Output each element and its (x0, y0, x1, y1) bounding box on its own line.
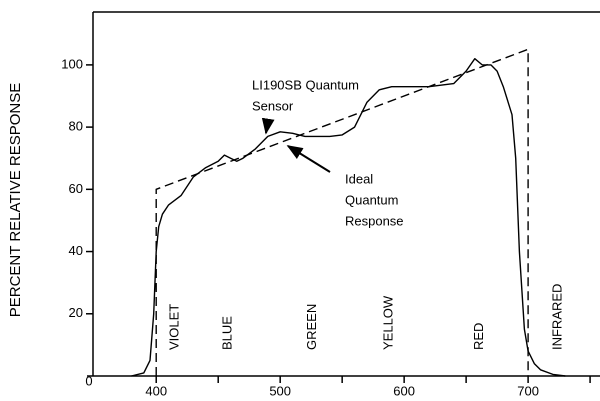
y-tick-label: 100 (61, 56, 83, 71)
x-tick-label: 600 (393, 383, 415, 398)
annotation: Response (345, 213, 404, 228)
arrow (261, 117, 275, 135)
annotation: Sensor (252, 98, 294, 113)
y-tick-label: 0 (85, 373, 92, 388)
annotation: Quantum (345, 192, 398, 207)
y-tick-label: 20 (69, 305, 83, 320)
series-line (155, 48, 529, 376)
band-label: VIOLET (166, 304, 181, 350)
y-tick-label: 60 (69, 181, 83, 196)
x-tick-label: 400 (145, 383, 167, 398)
y-tick-label: 40 (69, 243, 83, 258)
band-label: BLUE (220, 316, 235, 350)
series-line (131, 58, 566, 377)
band-label: YELLOW (381, 295, 396, 350)
x-tick-label: 700 (517, 383, 539, 398)
band-label: GREEN (304, 304, 319, 350)
annotation: Ideal (345, 171, 373, 186)
y-axis-label: PERCENT RELATIVE RESPONSE (7, 83, 24, 318)
annotation: LI190SB Quantum (252, 77, 359, 92)
band-label: RED (471, 323, 486, 350)
arrow (286, 145, 331, 173)
y-tick-label: 80 (69, 119, 83, 134)
band-label: INFRARED (549, 284, 564, 350)
x-tick-label: 500 (269, 383, 291, 398)
